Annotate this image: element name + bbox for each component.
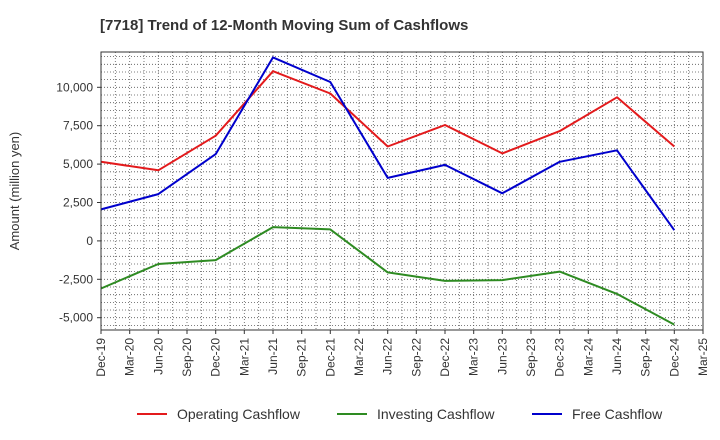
x-tick-label: Dec-24 xyxy=(667,338,681,377)
legend: Operating Cashflow Investing Cashflow Free… xyxy=(137,406,663,422)
legend-label: Investing Cashflow xyxy=(377,406,495,422)
x-tick-label: Dec-19 xyxy=(94,338,108,377)
x-tick-label: Jun-24 xyxy=(610,338,624,375)
x-tick-labels: Dec-19 Mar-20 Jun-20 Sep-20 Dec-20 Mar-21 Jun-… xyxy=(94,330,710,377)
y-tick-label: 0 xyxy=(86,234,93,248)
x-tick-label: Mar-25 xyxy=(696,338,710,376)
y-tick-labels: -5,000 -2,500 0 2,500 5,000 7,500 10,000 xyxy=(56,80,101,325)
chart-title: [7718] Trend of 12-Month Moving Sum of C… xyxy=(100,17,468,34)
series-line-operating-cashflow xyxy=(100,70,675,172)
y-tick-label: -5,000 xyxy=(59,311,93,325)
x-tick-label: Sep-21 xyxy=(295,338,309,377)
grid-lines xyxy=(100,52,704,330)
legend-label: Free Cashflow xyxy=(572,406,663,422)
x-tick-label: Dec-20 xyxy=(209,338,223,377)
series-line-investing-cashflow xyxy=(100,226,675,326)
y-tick-label: -2,500 xyxy=(59,272,93,286)
x-tick-label: Mar-20 xyxy=(123,338,137,376)
y-tick-label: 5,000 xyxy=(63,157,93,171)
x-tick-label: Mar-23 xyxy=(467,338,481,376)
x-tick-label: Sep-20 xyxy=(180,338,194,377)
legend-label: Operating Cashflow xyxy=(177,406,301,422)
y-tick-label: 7,500 xyxy=(63,119,93,133)
x-tick-label: Dec-21 xyxy=(323,338,337,377)
y-axis-label: Amount (million yen) xyxy=(7,132,22,251)
x-tick-label: Mar-21 xyxy=(237,338,251,376)
x-tick-label: Jun-22 xyxy=(381,338,395,375)
x-tick-label: Dec-22 xyxy=(438,338,452,377)
x-tick-label: Jun-20 xyxy=(151,338,165,375)
series-lines xyxy=(100,56,676,326)
x-tick-label: Dec-23 xyxy=(553,338,567,377)
series-line-free-cashflow xyxy=(100,56,676,231)
x-tick-label: Jun-21 xyxy=(266,338,280,375)
x-tick-label: Mar-24 xyxy=(581,338,595,376)
plot-frame xyxy=(100,51,704,331)
y-tick-label: 10,000 xyxy=(56,80,93,94)
x-tick-label: Mar-22 xyxy=(352,338,366,376)
x-tick-label: Jun-23 xyxy=(495,338,509,375)
x-tick-label: Sep-24 xyxy=(639,338,653,377)
x-tick-label: Sep-23 xyxy=(524,338,538,377)
y-tick-label: 2,500 xyxy=(63,196,93,210)
x-tick-label: Sep-22 xyxy=(409,338,423,377)
